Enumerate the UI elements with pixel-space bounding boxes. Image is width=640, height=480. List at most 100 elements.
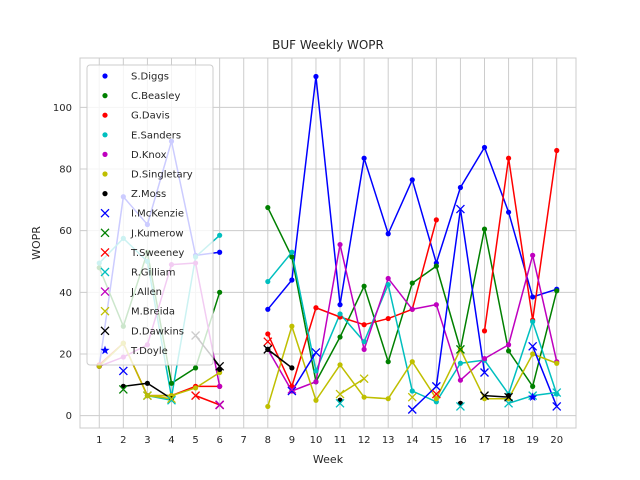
y-tick-label: 40 — [59, 288, 72, 299]
x-tick-label: 15 — [430, 435, 443, 446]
data-point-m-breida — [335, 389, 345, 399]
data-point-r-gilliam — [167, 395, 176, 405]
legend-frame — [86, 64, 214, 366]
legend-label-z-moss: Z.Moss — [131, 189, 166, 200]
data-point-d-singletary — [265, 403, 271, 410]
data-point-d-knox — [217, 383, 223, 389]
y-tick-label: 80 — [59, 165, 72, 176]
data-point-d-knox — [409, 306, 415, 312]
data-point-j-kumerow — [455, 344, 465, 354]
x-tick-label: 16 — [454, 435, 467, 446]
data-point-s-diggs — [337, 302, 343, 308]
data-point-z-moss — [289, 365, 295, 371]
legend-label-m-breida: M.Breida — [131, 307, 175, 318]
legend-label-r-gilliam: R.Gilliam — [131, 268, 176, 279]
data-point-c-beasley — [217, 289, 223, 295]
legend-label-e-sanders: E.Sanders — [131, 130, 181, 141]
data-point-c-beasley — [481, 226, 488, 232]
data-point-g-davis — [385, 315, 391, 322]
data-point-e-sanders — [361, 339, 367, 345]
data-point-s-diggs — [385, 231, 391, 237]
data-point-c-beasley — [192, 365, 199, 371]
data-point-e-sanders — [289, 249, 295, 255]
data-point-d-singletary — [289, 323, 295, 329]
x-tick-label: 19 — [526, 435, 539, 446]
data-point-z-moss — [144, 380, 151, 386]
data-point-i-mckenzie — [311, 347, 321, 357]
legend-marker-j-kumerow — [100, 228, 110, 238]
data-point-c-beasley — [385, 359, 391, 365]
data-point-d-singletary — [433, 396, 439, 402]
data-point-m-breida — [359, 374, 369, 384]
x-tick-label: 5 — [192, 435, 198, 446]
data-point-d-singletary — [385, 396, 391, 402]
data-point-z-moss — [505, 393, 512, 399]
legend-marker-c-beasley — [102, 93, 108, 99]
data-point-m-breida — [167, 394, 176, 404]
data-point-t-sweeney — [263, 337, 273, 347]
legend-label-j-allen: J.Allen — [130, 287, 162, 298]
legend-marker-j-allen — [100, 287, 110, 297]
data-point-d-knox — [361, 346, 367, 352]
data-point-s-diggs — [289, 277, 295, 283]
legend-label-d-knox: D.Knox — [131, 150, 167, 161]
series-line-g-davis — [267, 219, 438, 388]
data-point-c-beasley — [289, 254, 295, 260]
legend-label-g-davis: G.Davis — [131, 111, 170, 122]
data-point-e-sanders — [409, 388, 415, 394]
series-line-i-mckenzie — [291, 352, 317, 392]
data-point-i-mckenzie — [480, 368, 489, 377]
y-tick-label: 100 — [53, 103, 72, 114]
data-point-s-diggs — [481, 144, 488, 151]
data-point-g-davis — [433, 217, 439, 223]
plot-frame — [79, 57, 577, 429]
data-point-i-mckenzie — [455, 204, 465, 214]
data-point-c-beasley — [554, 288, 560, 294]
data-point-e-sanders — [313, 368, 319, 374]
y-tick-labels: 0 20 40 60 80 100 — [53, 103, 72, 422]
x-tick-label: 7 — [241, 435, 247, 446]
data-point-e-sanders — [337, 311, 343, 317]
legend: S.Diggs C.Beasley G.Davis E.Sanders D.Knox D.… — [86, 64, 214, 366]
data-point-s-diggs — [265, 306, 271, 312]
legend-marker-m-breida — [100, 306, 110, 316]
x-tick-label: 1 — [96, 435, 102, 446]
data-point-d-knox — [457, 377, 464, 383]
data-point-c-beasley — [337, 334, 343, 340]
data-point-g-davis — [505, 155, 512, 161]
legend-label-d-singletary: D.Singletary — [131, 170, 193, 181]
legend-label-s-diggs: S.Diggs — [131, 72, 169, 83]
data-point-m-breida — [407, 392, 417, 402]
data-point-i-mckenzie — [552, 401, 562, 411]
data-point-j-allen — [287, 384, 297, 394]
series-line-m-breida — [147, 394, 172, 400]
series-line-m-breida — [339, 378, 365, 395]
data-point-r-gilliam — [455, 401, 465, 411]
x-tick-label: 17 — [478, 435, 491, 446]
data-point-d-knox — [313, 379, 319, 385]
data-point-e-sanders — [457, 360, 464, 366]
data-point-c-beasley — [168, 380, 175, 386]
data-point-s-diggs — [505, 209, 512, 215]
data-point-d-knox — [481, 356, 488, 362]
x-tick-label: 9 — [289, 435, 295, 446]
x-tick-label: 20 — [550, 435, 563, 446]
data-point-g-davis — [554, 147, 560, 154]
x-tick-label: 13 — [382, 435, 395, 446]
y-tick-label: 60 — [59, 226, 72, 237]
x-tick-label: 3 — [144, 435, 150, 446]
data-point-c-beasley — [433, 263, 439, 269]
x-tick-label: 8 — [265, 435, 271, 446]
data-point-s-diggs — [409, 177, 415, 183]
data-point-s-diggs — [361, 155, 367, 161]
data-point-i-mckenzie — [528, 341, 538, 351]
legend-marker-i-mckenzie — [100, 208, 110, 218]
data-point-d-knox — [530, 252, 536, 258]
x-axis-label: Week — [313, 453, 344, 466]
data-point-d-knox — [505, 342, 512, 348]
data-point-i-mckenzie — [407, 405, 417, 414]
legend-marker-t-doyle — [100, 345, 110, 355]
legend-marker-d-dawkins — [100, 326, 110, 336]
data-point-e-sanders — [530, 319, 536, 325]
legend-marker-z-moss — [102, 191, 108, 197]
